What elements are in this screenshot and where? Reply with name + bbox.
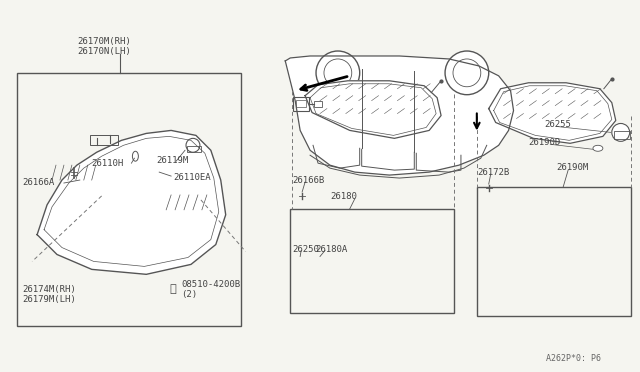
Ellipse shape bbox=[593, 145, 603, 151]
Bar bbox=[290, 209, 454, 313]
Text: 26179M(LH): 26179M(LH) bbox=[22, 295, 76, 304]
Circle shape bbox=[445, 51, 489, 95]
Text: 26180: 26180 bbox=[330, 192, 357, 201]
Bar bbox=[477, 187, 630, 316]
Bar bbox=[90, 135, 118, 145]
Text: 26255: 26255 bbox=[544, 120, 571, 129]
Text: 26119M: 26119M bbox=[156, 156, 189, 165]
Bar bbox=[17, 73, 241, 326]
Bar bbox=[314, 101, 322, 107]
Polygon shape bbox=[489, 83, 616, 143]
Text: 26166B: 26166B bbox=[292, 176, 324, 185]
Circle shape bbox=[316, 51, 360, 95]
Bar bbox=[187, 146, 201, 152]
Text: 08510-4200B
(2): 08510-4200B (2) bbox=[181, 279, 240, 299]
Text: 26166A: 26166A bbox=[22, 177, 54, 186]
Circle shape bbox=[186, 138, 200, 152]
Text: 26250: 26250 bbox=[292, 245, 319, 254]
Text: A262P*0: P6: A262P*0: P6 bbox=[547, 354, 602, 363]
Text: 26170M(RH): 26170M(RH) bbox=[77, 36, 131, 46]
Ellipse shape bbox=[132, 151, 138, 161]
Polygon shape bbox=[285, 56, 513, 175]
Text: Ⓢ: Ⓢ bbox=[169, 284, 176, 294]
Text: 26110EA: 26110EA bbox=[173, 173, 211, 182]
Polygon shape bbox=[37, 131, 226, 274]
Text: 26180A: 26180A bbox=[315, 245, 348, 254]
Bar bbox=[296, 100, 306, 107]
Text: 26170N(LH): 26170N(LH) bbox=[77, 46, 131, 55]
Polygon shape bbox=[305, 81, 441, 138]
Text: 26174M(RH): 26174M(RH) bbox=[22, 285, 76, 294]
Text: 26190D: 26190D bbox=[529, 138, 561, 147]
Bar bbox=[614, 131, 630, 140]
Text: 26190M: 26190M bbox=[556, 163, 588, 171]
Bar bbox=[293, 97, 309, 110]
Text: 26172B: 26172B bbox=[477, 168, 509, 177]
Text: 26110H: 26110H bbox=[92, 159, 124, 168]
Circle shape bbox=[612, 124, 630, 141]
